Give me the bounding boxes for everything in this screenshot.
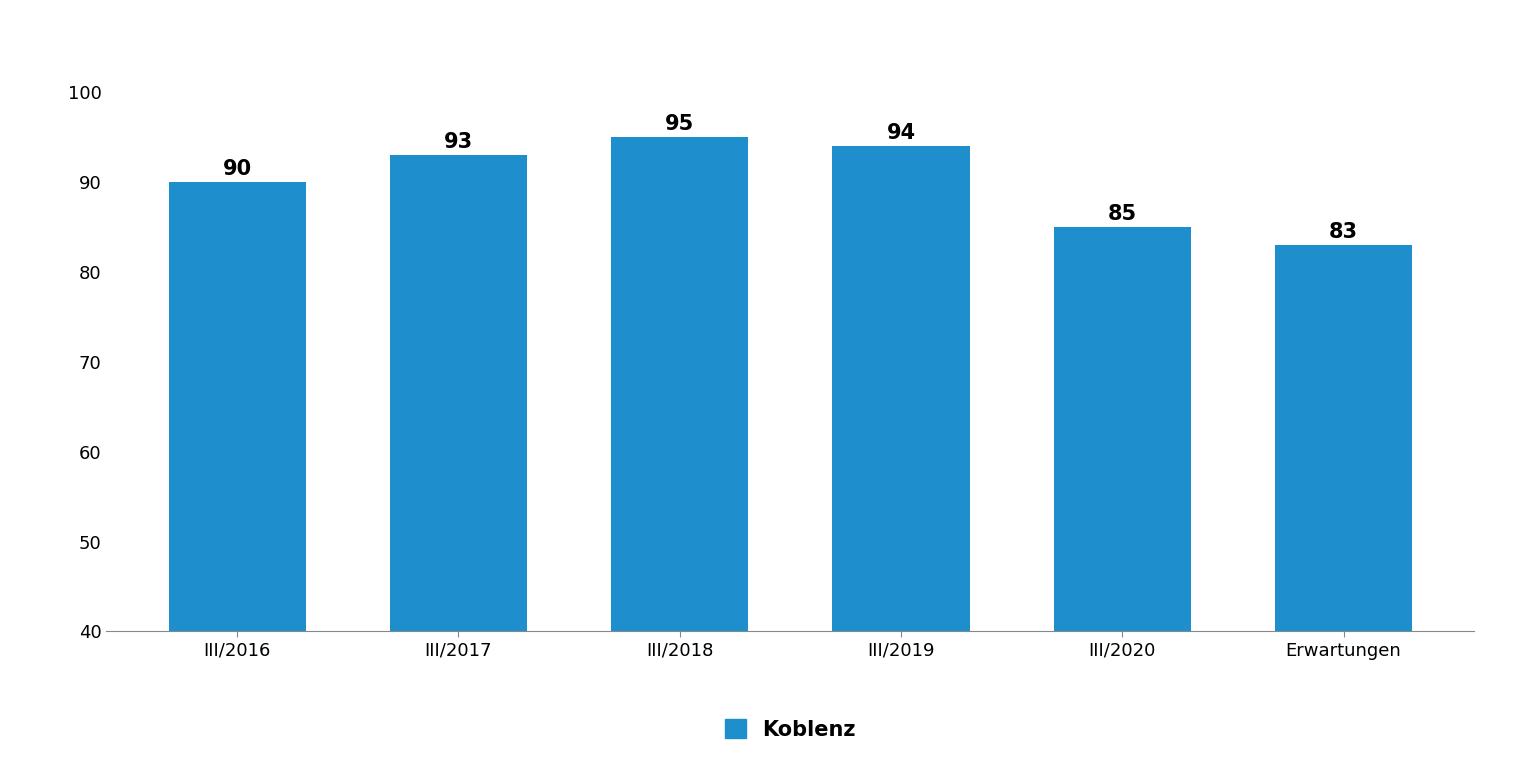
Bar <box>611 137 748 631</box>
Bar <box>1275 245 1412 631</box>
Text: 90: 90 <box>222 159 252 179</box>
Text: 93: 93 <box>444 132 473 152</box>
Text: 94: 94 <box>886 122 915 142</box>
Bar <box>389 156 527 631</box>
Text: 95: 95 <box>666 114 695 134</box>
Bar <box>169 182 306 631</box>
Legend: Koblenz: Koblenz <box>725 719 856 739</box>
Text: 85: 85 <box>1108 203 1137 223</box>
Text: 83: 83 <box>1328 222 1357 242</box>
Bar <box>833 146 970 631</box>
Bar <box>1053 227 1192 631</box>
